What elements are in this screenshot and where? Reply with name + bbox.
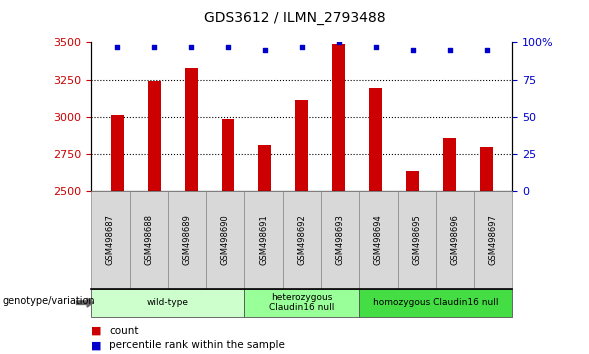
Text: GSM498694: GSM498694 <box>374 215 383 265</box>
Text: GSM498687: GSM498687 <box>106 214 115 266</box>
Text: GSM498691: GSM498691 <box>259 215 268 265</box>
Bar <box>111 115 124 191</box>
Text: homozygous Claudin16 null: homozygous Claudin16 null <box>373 298 499 307</box>
Text: GSM498696: GSM498696 <box>451 215 459 265</box>
Text: GSM498693: GSM498693 <box>336 215 345 265</box>
Point <box>297 44 306 50</box>
Text: GDS3612 / ILMN_2793488: GDS3612 / ILMN_2793488 <box>204 11 385 25</box>
Bar <box>406 171 419 191</box>
Text: ■: ■ <box>91 340 102 350</box>
Text: heterozygous
Claudin16 null: heterozygous Claudin16 null <box>269 293 335 312</box>
Bar <box>296 101 308 191</box>
Bar <box>184 68 197 191</box>
Point <box>445 47 454 53</box>
Text: GSM498689: GSM498689 <box>183 215 191 265</box>
Point <box>150 44 159 50</box>
Point <box>334 40 343 45</box>
Text: genotype/variation: genotype/variation <box>3 296 95 306</box>
Text: GSM498692: GSM498692 <box>297 215 306 265</box>
Point <box>408 47 418 53</box>
Point <box>482 47 491 53</box>
Text: GSM498688: GSM498688 <box>144 214 153 266</box>
Text: ■: ■ <box>91 326 102 336</box>
Bar <box>148 81 161 191</box>
Text: GSM498697: GSM498697 <box>489 215 498 265</box>
Bar <box>480 147 493 191</box>
Text: percentile rank within the sample: percentile rank within the sample <box>109 340 285 350</box>
Point <box>260 47 270 53</box>
Bar <box>221 119 234 191</box>
Text: wild-type: wild-type <box>147 298 189 307</box>
Bar <box>332 44 345 191</box>
Text: count: count <box>109 326 138 336</box>
Point <box>112 44 122 50</box>
Bar <box>443 138 456 191</box>
Bar <box>259 145 272 191</box>
Text: GSM498695: GSM498695 <box>412 215 421 265</box>
Bar <box>369 88 382 191</box>
Point <box>186 44 196 50</box>
Point <box>223 44 233 50</box>
Point <box>371 44 380 50</box>
Text: GSM498690: GSM498690 <box>221 215 230 265</box>
